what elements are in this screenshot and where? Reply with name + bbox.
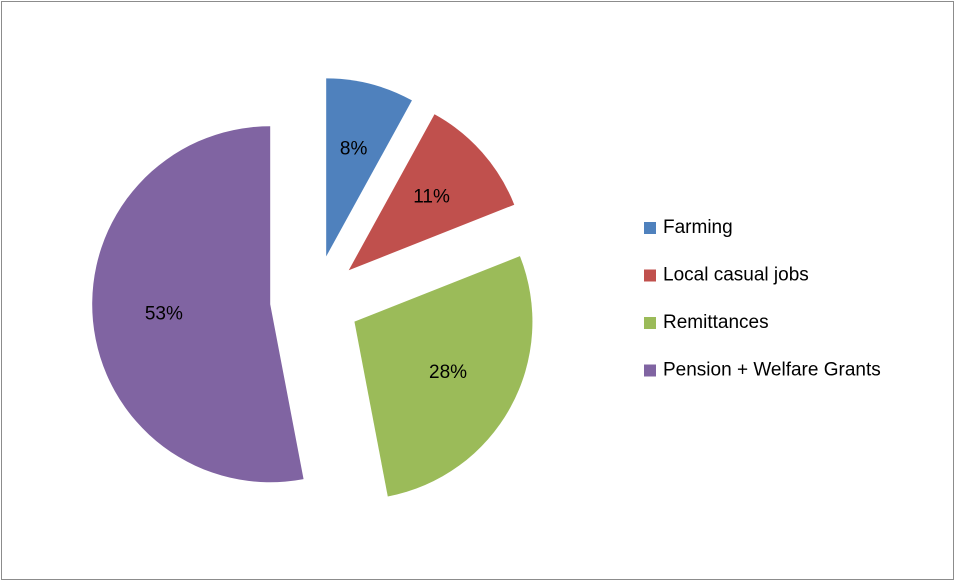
- legend-swatch: [644, 269, 656, 282]
- legend-label: Pension + Welfare Grants: [663, 360, 881, 381]
- pie-slice: [326, 78, 412, 257]
- data-label: 53%: [145, 303, 183, 324]
- pie-slice: [92, 126, 304, 483]
- data-label: 11%: [413, 186, 450, 207]
- pie-slice: [348, 114, 515, 271]
- legend-swatch: [644, 364, 656, 377]
- legend-swatch: [644, 222, 656, 234]
- data-label: 28%: [429, 362, 467, 383]
- pie-slice: [354, 256, 533, 497]
- legend-label: Local casual jobs: [663, 265, 809, 286]
- legend-label: Remittances: [663, 312, 769, 333]
- data-label: 8%: [340, 139, 368, 160]
- legend-swatch: [644, 317, 656, 329]
- legend-label: Farming: [663, 217, 733, 238]
